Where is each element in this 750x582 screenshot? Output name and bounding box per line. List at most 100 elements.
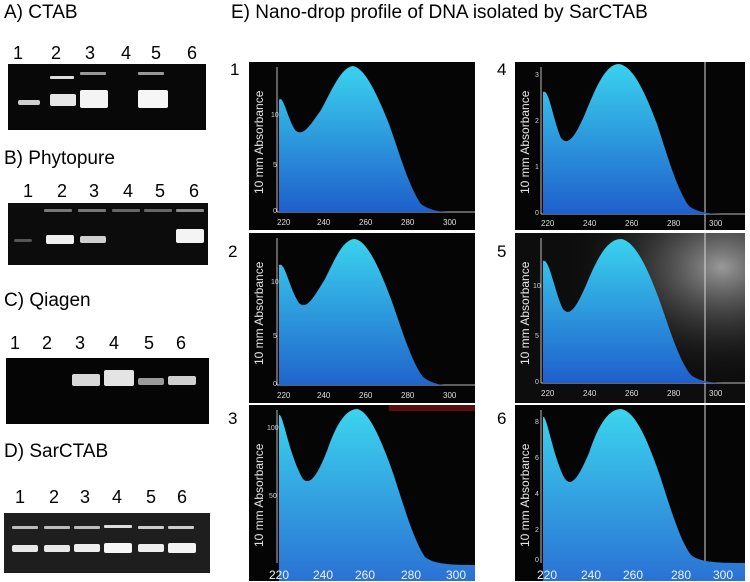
lane-label: 6 xyxy=(175,333,186,353)
y-tick: 0 xyxy=(273,381,277,388)
panel-c-title: C) Qiagen xyxy=(4,290,91,311)
x-tick: 240 xyxy=(583,389,597,398)
spectrum-number: 3 xyxy=(228,409,238,428)
lane-label: 5 xyxy=(145,487,156,507)
nanodrop-spectrum-6: 10 mm Absorbance 8 6 4 2 0 xyxy=(515,405,745,581)
lane-label: 3 xyxy=(88,181,99,201)
panel-b-title: B) Phytopure xyxy=(4,148,115,169)
x-tick: 300 xyxy=(443,218,457,227)
lane-label: 3 xyxy=(79,487,90,507)
y-tick: 50 xyxy=(269,493,277,500)
x-tick: 300 xyxy=(443,391,457,400)
x-tick: 280 xyxy=(671,568,692,582)
lane-label: 4 xyxy=(122,181,133,201)
y-axis-label: 10 mm Absorbance xyxy=(252,90,266,194)
x-tick: 300 xyxy=(713,568,734,582)
spectrum-number: 4 xyxy=(497,60,507,79)
lane-label: 2 xyxy=(48,487,59,507)
y-tick: 0 xyxy=(273,208,277,215)
y-axis-label: 10 mm Absorbance xyxy=(252,443,266,547)
x-tick: 280 xyxy=(401,568,422,582)
y-tick: 6 xyxy=(535,455,539,462)
lane-label: 1 xyxy=(9,333,20,353)
x-tick: 260 xyxy=(625,389,639,398)
y-tick: 0 xyxy=(535,557,539,564)
lane-label: 4 xyxy=(108,333,119,353)
lane-label: 5 xyxy=(143,333,154,353)
x-tick: 300 xyxy=(709,219,723,228)
lane-label: 2 xyxy=(50,43,61,63)
y-tick: 5 xyxy=(273,162,277,169)
nanodrop-spectrum-5: 10 mm Absorbance 10 5 0 220 240 260 280 … xyxy=(515,233,745,403)
x-tick: 260 xyxy=(625,219,639,228)
spectrum-number: 5 xyxy=(497,242,507,261)
gel-image-sarctab xyxy=(4,513,210,573)
lane-label: 5 xyxy=(150,43,161,63)
y-tick: 10 xyxy=(271,279,279,286)
nanodrop-spectrum-1: 10 mm Absorbance 10 5 0 220 240 260 280 … xyxy=(249,62,475,230)
x-tick: 260 xyxy=(359,391,373,400)
lane-label: 5 xyxy=(154,181,165,201)
lane-label: 6 xyxy=(176,487,187,507)
y-tick: 3 xyxy=(535,72,539,79)
panel-d-title: D) SarCTAB xyxy=(4,441,109,462)
x-tick: 260 xyxy=(623,568,644,582)
lane-label: 2 xyxy=(56,181,67,201)
y-axis-label: 10 mm Absorbance xyxy=(518,90,532,194)
x-tick: 240 xyxy=(317,218,331,227)
x-tick: 220 xyxy=(277,391,291,400)
y-tick: 1 xyxy=(535,164,539,171)
lane-label: 1 xyxy=(14,487,25,507)
y-axis-label: 10 mm Absorbance xyxy=(518,261,532,365)
spectrum-number: 2 xyxy=(228,242,238,261)
x-tick: 260 xyxy=(359,218,373,227)
nanodrop-spectrum-4: 10 mm Absorbance 3 2 1 0 220 240 260 280… xyxy=(515,62,745,230)
x-tick: 220 xyxy=(277,218,291,227)
gel-image-qiagen xyxy=(6,358,209,424)
panel-a-title: A) CTAB xyxy=(4,2,78,23)
lane-label: 6 xyxy=(186,43,197,63)
y-tick: 4 xyxy=(535,491,539,498)
y-tick: 10 xyxy=(271,112,279,119)
y-tick: 5 xyxy=(273,333,277,340)
spectrum-number: 1 xyxy=(230,60,240,79)
lane-label: 2 xyxy=(41,333,52,353)
x-tick: 220 xyxy=(541,389,555,398)
x-tick: 300 xyxy=(446,568,467,582)
lane-label: 4 xyxy=(120,43,131,63)
x-tick: 260 xyxy=(355,568,376,582)
x-tick: 220 xyxy=(537,568,558,582)
y-tick: 5 xyxy=(535,333,539,340)
lane-label: 1 xyxy=(12,43,23,63)
x-tick: 240 xyxy=(317,391,331,400)
spectrum-number: 6 xyxy=(497,409,507,428)
x-tick: 280 xyxy=(401,391,415,400)
gel-image-phytopure xyxy=(8,203,208,265)
x-tick: 240 xyxy=(313,568,334,582)
lane-label: 3 xyxy=(74,333,85,353)
x-tick: 220 xyxy=(269,568,290,582)
y-tick: 2 xyxy=(535,527,539,534)
y-tick: 8 xyxy=(535,419,539,426)
nanodrop-spectrum-2: 10 mm Absorbance 10 5 0 220 240 260 280 … xyxy=(249,233,475,403)
x-tick: 220 xyxy=(541,219,555,228)
y-axis-label: 10 mm Absorbance xyxy=(518,443,532,547)
nanodrop-spectrum-3: 10 mm Absorbance 100 50 xyxy=(249,405,475,581)
lane-label: 3 xyxy=(84,43,95,63)
x-tick: 280 xyxy=(401,218,415,227)
y-tick: 2 xyxy=(535,118,539,125)
x-tick: 280 xyxy=(667,389,681,398)
x-tick: 280 xyxy=(667,219,681,228)
x-tick: 240 xyxy=(581,568,602,582)
y-axis-label: 10 mm Absorbance xyxy=(252,261,266,365)
lane-label: 6 xyxy=(188,181,199,201)
x-tick: 300 xyxy=(709,389,723,398)
y-tick: 10 xyxy=(533,283,541,290)
lane-label: 4 xyxy=(111,487,122,507)
y-tick: 0 xyxy=(535,210,539,217)
y-tick: 0 xyxy=(535,379,539,386)
lane-label: 1 xyxy=(22,181,33,201)
gel-image-ctab xyxy=(8,64,206,130)
x-tick: 240 xyxy=(583,219,597,228)
y-tick: 100 xyxy=(267,425,279,432)
